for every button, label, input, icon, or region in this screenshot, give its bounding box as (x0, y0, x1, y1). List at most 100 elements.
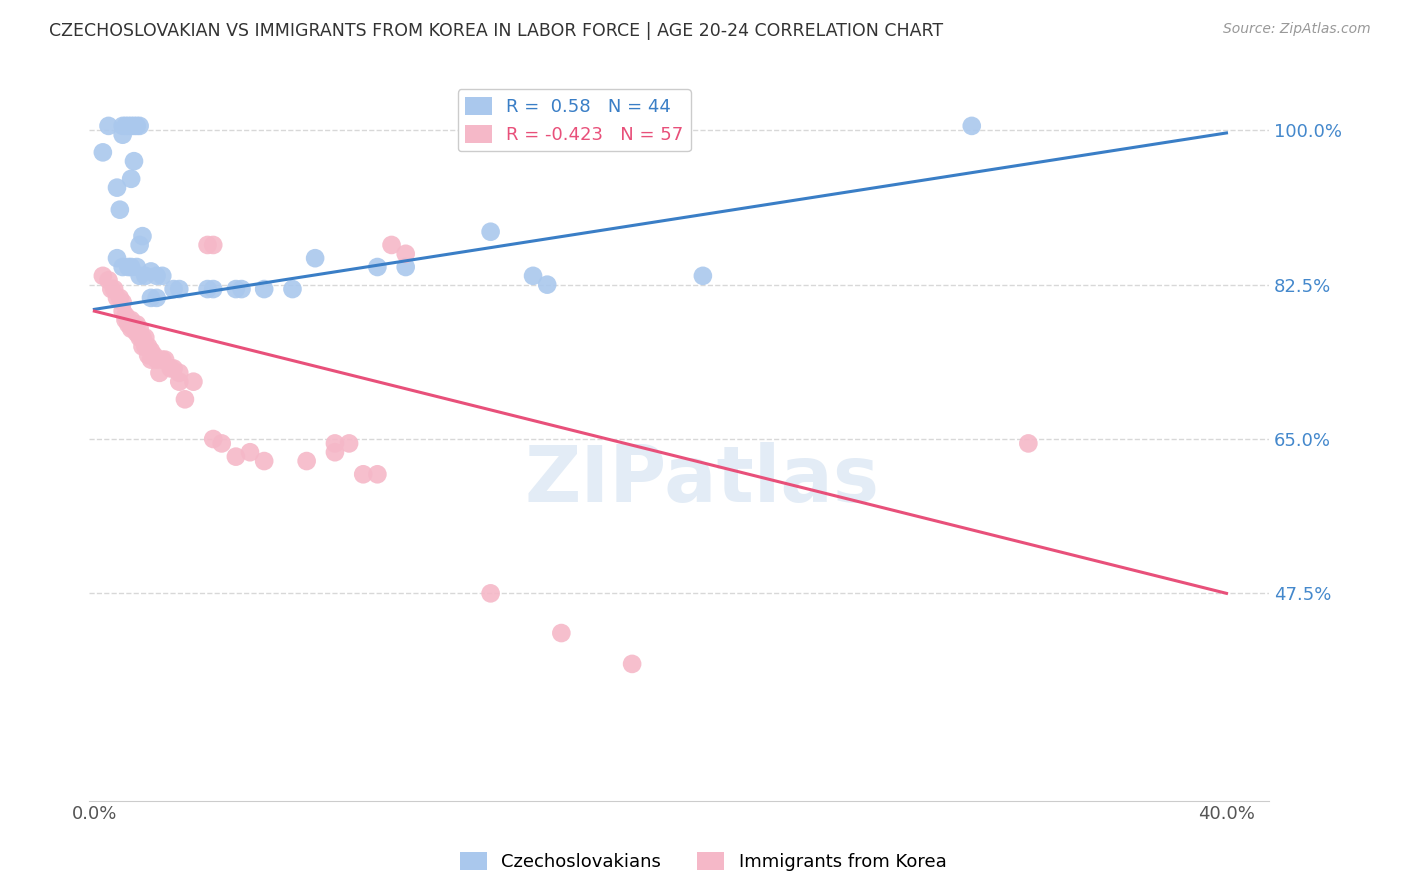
Point (239, 445, 262, 459)
Point (153, 352, 176, 367)
Point (352, 467, 374, 482)
Point (692, 268, 714, 283)
Point (111, 128, 134, 142)
Legend: R =  0.58   N = 44, R = -0.423   N = 57: R = 0.58 N = 44, R = -0.423 N = 57 (458, 89, 690, 152)
Point (253, 454, 276, 468)
Point (253, 282, 276, 296)
Point (304, 251, 326, 265)
Point (169, 375, 191, 389)
Point (366, 467, 388, 482)
Point (128, 238, 150, 252)
Point (323, 436, 346, 450)
Point (108, 291, 131, 305)
Point (91, 268, 114, 283)
Point (136, 348, 159, 362)
Point (550, 626, 572, 640)
Point (100, 282, 122, 296)
Point (366, 260, 388, 274)
Point (621, 657, 644, 671)
Point (125, 318, 148, 332)
Point (111, 119, 134, 133)
Point (131, 339, 153, 353)
Point (225, 450, 247, 464)
Point (395, 260, 418, 274)
Point (169, 282, 191, 296)
Point (120, 322, 142, 336)
Point (522, 268, 544, 283)
Point (97, 273, 120, 287)
Point (295, 454, 318, 468)
Point (114, 119, 136, 133)
Point (111, 295, 134, 310)
Point (145, 352, 167, 367)
Point (128, 119, 150, 133)
Point (142, 348, 165, 362)
Point (105, 251, 128, 265)
Point (150, 352, 173, 367)
Point (131, 229, 153, 244)
Point (960, 119, 983, 133)
Point (183, 375, 205, 389)
Point (323, 445, 346, 459)
Point (139, 343, 162, 358)
Point (162, 282, 184, 296)
Point (120, 171, 142, 186)
Point (231, 282, 253, 296)
Point (162, 361, 184, 376)
Point (97, 119, 120, 133)
Point (1017, 436, 1039, 450)
Point (125, 326, 148, 341)
Point (197, 282, 219, 296)
Point (134, 339, 156, 353)
Point (139, 264, 162, 278)
Legend: Czechoslovakians, Immigrants from Korea: Czechoslovakians, Immigrants from Korea (453, 845, 953, 879)
Point (103, 282, 125, 296)
Point (225, 282, 247, 296)
Point (197, 238, 219, 252)
Point (150, 268, 173, 283)
Point (122, 119, 145, 133)
Point (128, 330, 150, 344)
Point (114, 313, 136, 327)
Point (105, 291, 128, 305)
Point (211, 436, 233, 450)
Point (117, 119, 139, 133)
Point (145, 268, 167, 283)
Point (174, 392, 197, 407)
Point (111, 304, 134, 318)
Point (120, 260, 142, 274)
Point (131, 330, 153, 344)
Point (380, 238, 402, 252)
Point (134, 330, 156, 344)
Point (337, 436, 360, 450)
Point (111, 260, 134, 274)
Point (202, 238, 225, 252)
Point (105, 180, 128, 194)
Point (128, 322, 150, 336)
Point (139, 291, 162, 305)
Text: CZECHOSLOVAKIAN VS IMMIGRANTS FROM KOREA IN LABOR FORCE | AGE 20-24 CORRELATION : CZECHOSLOVAKIAN VS IMMIGRANTS FROM KOREA… (49, 22, 943, 40)
Point (145, 291, 167, 305)
Point (125, 260, 148, 274)
Point (202, 432, 225, 446)
Point (202, 282, 225, 296)
Point (128, 268, 150, 283)
Point (159, 361, 181, 376)
Point (134, 268, 156, 283)
Point (122, 154, 145, 169)
Point (122, 322, 145, 336)
Point (120, 119, 142, 133)
Point (395, 247, 418, 261)
Point (114, 309, 136, 323)
Point (139, 352, 162, 367)
Point (169, 366, 191, 380)
Point (120, 313, 142, 327)
Point (479, 225, 502, 239)
Point (117, 313, 139, 327)
Point (125, 119, 148, 133)
Point (148, 366, 170, 380)
Point (536, 277, 558, 292)
Point (91, 145, 114, 160)
Point (479, 586, 502, 600)
Text: Source: ZipAtlas.com: Source: ZipAtlas.com (1223, 22, 1371, 37)
